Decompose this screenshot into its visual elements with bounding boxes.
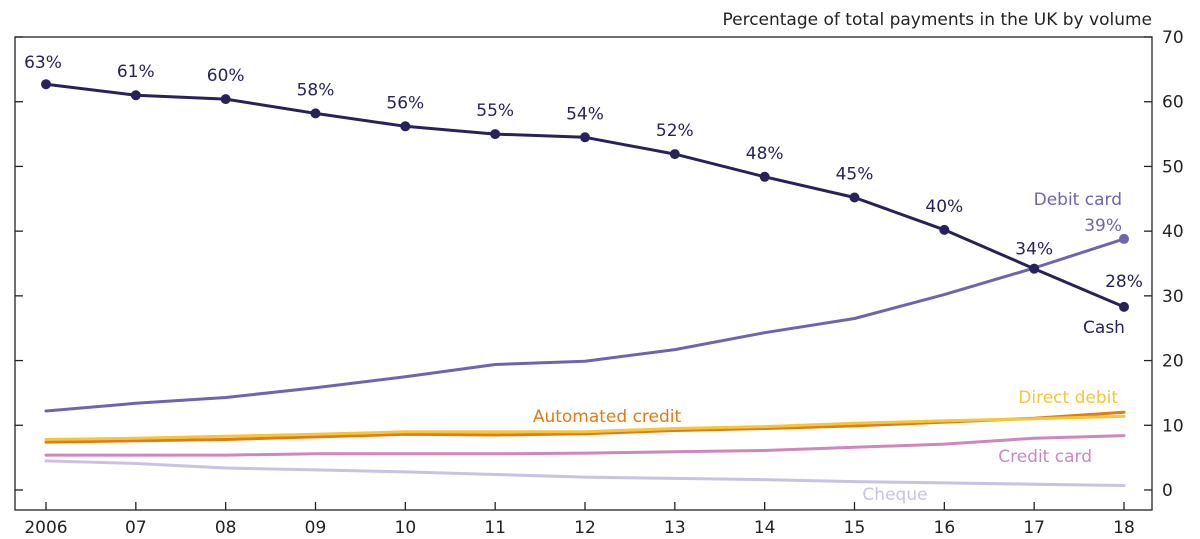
cash-value-label: 45%	[836, 164, 874, 184]
x-tick-label: 16	[934, 518, 956, 538]
cash-point	[669, 149, 680, 160]
y-tick-label: 50	[1162, 157, 1184, 177]
cash-point	[939, 224, 950, 235]
cash-value-label: 28%	[1105, 272, 1143, 292]
cash-value-label: 54%	[566, 104, 604, 124]
series-layer	[41, 79, 1129, 487]
x-tick-label: 07	[125, 518, 147, 538]
y-tick-label: 60	[1162, 93, 1184, 113]
cash-value-label: 52%	[656, 121, 694, 141]
x-tick-label: 11	[484, 518, 506, 538]
axes: 0 10 20 30 40 50 60 70 2006 07 08 09 10 11 12 13 14 15 16 1…	[14, 28, 1184, 538]
x-tick-label: 08	[215, 518, 237, 538]
cash-value-label: 34%	[1015, 240, 1053, 260]
cash-series-label: Cash	[1083, 318, 1125, 338]
plot-frame	[14, 36, 1153, 511]
labels-layer: 63% 61% 60% 58% 56% 55% 54% 52% 48% 45% 40% 34% 28% C…	[24, 53, 1143, 505]
credit-card-series-label: Credit card	[998, 447, 1092, 467]
y-tick-label: 30	[1162, 287, 1184, 307]
x-tick-label: 17	[1023, 518, 1045, 538]
cash-value-label: 61%	[117, 62, 155, 82]
y-tick-label: 40	[1162, 222, 1184, 242]
x-tick-label: 10	[395, 518, 417, 538]
x-tick-label: 14	[754, 518, 776, 538]
cash-value-label: 60%	[207, 66, 245, 86]
y-tick-label: 20	[1162, 352, 1184, 372]
x-tick-label: 12	[574, 518, 596, 538]
cash-point	[490, 129, 501, 140]
credit-card-series-line	[44, 434, 1126, 457]
cash-point	[130, 90, 141, 101]
x-tick-label: 15	[844, 518, 866, 538]
cash-point	[759, 171, 770, 182]
cash-value-label: 48%	[746, 144, 784, 164]
direct-debit-series-label: Direct debit	[1018, 388, 1118, 408]
debit-card-value-label: 39%	[1084, 216, 1122, 236]
x-tick-label: 18	[1113, 518, 1135, 538]
automated-credit-series-label: Automated credit	[533, 407, 682, 427]
cash-value-label: 40%	[925, 197, 963, 217]
x-tick-label: 13	[664, 518, 686, 538]
debit-card-point	[1119, 233, 1129, 244]
cash-point	[310, 108, 321, 119]
y-tick-label: 10	[1162, 416, 1184, 436]
cash-value-label: 55%	[476, 101, 514, 121]
x-tick-label: 2006	[24, 518, 67, 538]
y-axis-title: Percentage of total payments in the UK b…	[722, 10, 1152, 30]
cash-point	[1029, 263, 1040, 274]
y-tick-label: 70	[1162, 28, 1184, 48]
cheque-series-label: Cheque	[862, 485, 927, 505]
cash-point	[41, 79, 51, 90]
cash-point	[849, 192, 860, 203]
cash-value-label: 58%	[297, 80, 335, 100]
cash-point	[580, 132, 590, 143]
cash-point	[400, 121, 411, 132]
y-tick-label: 0	[1162, 481, 1173, 501]
x-tick-label: 09	[305, 518, 327, 538]
cash-point	[1119, 301, 1129, 312]
direct-debit-series-line	[44, 414, 1126, 441]
debit-card-series-line	[44, 237, 1126, 413]
debit-card-series-label: Debit card	[1034, 190, 1122, 210]
cash-point	[220, 94, 231, 105]
cheque-series-line	[44, 459, 1126, 487]
cash-value-label: 63%	[24, 53, 62, 73]
cash-value-label: 56%	[386, 93, 424, 113]
